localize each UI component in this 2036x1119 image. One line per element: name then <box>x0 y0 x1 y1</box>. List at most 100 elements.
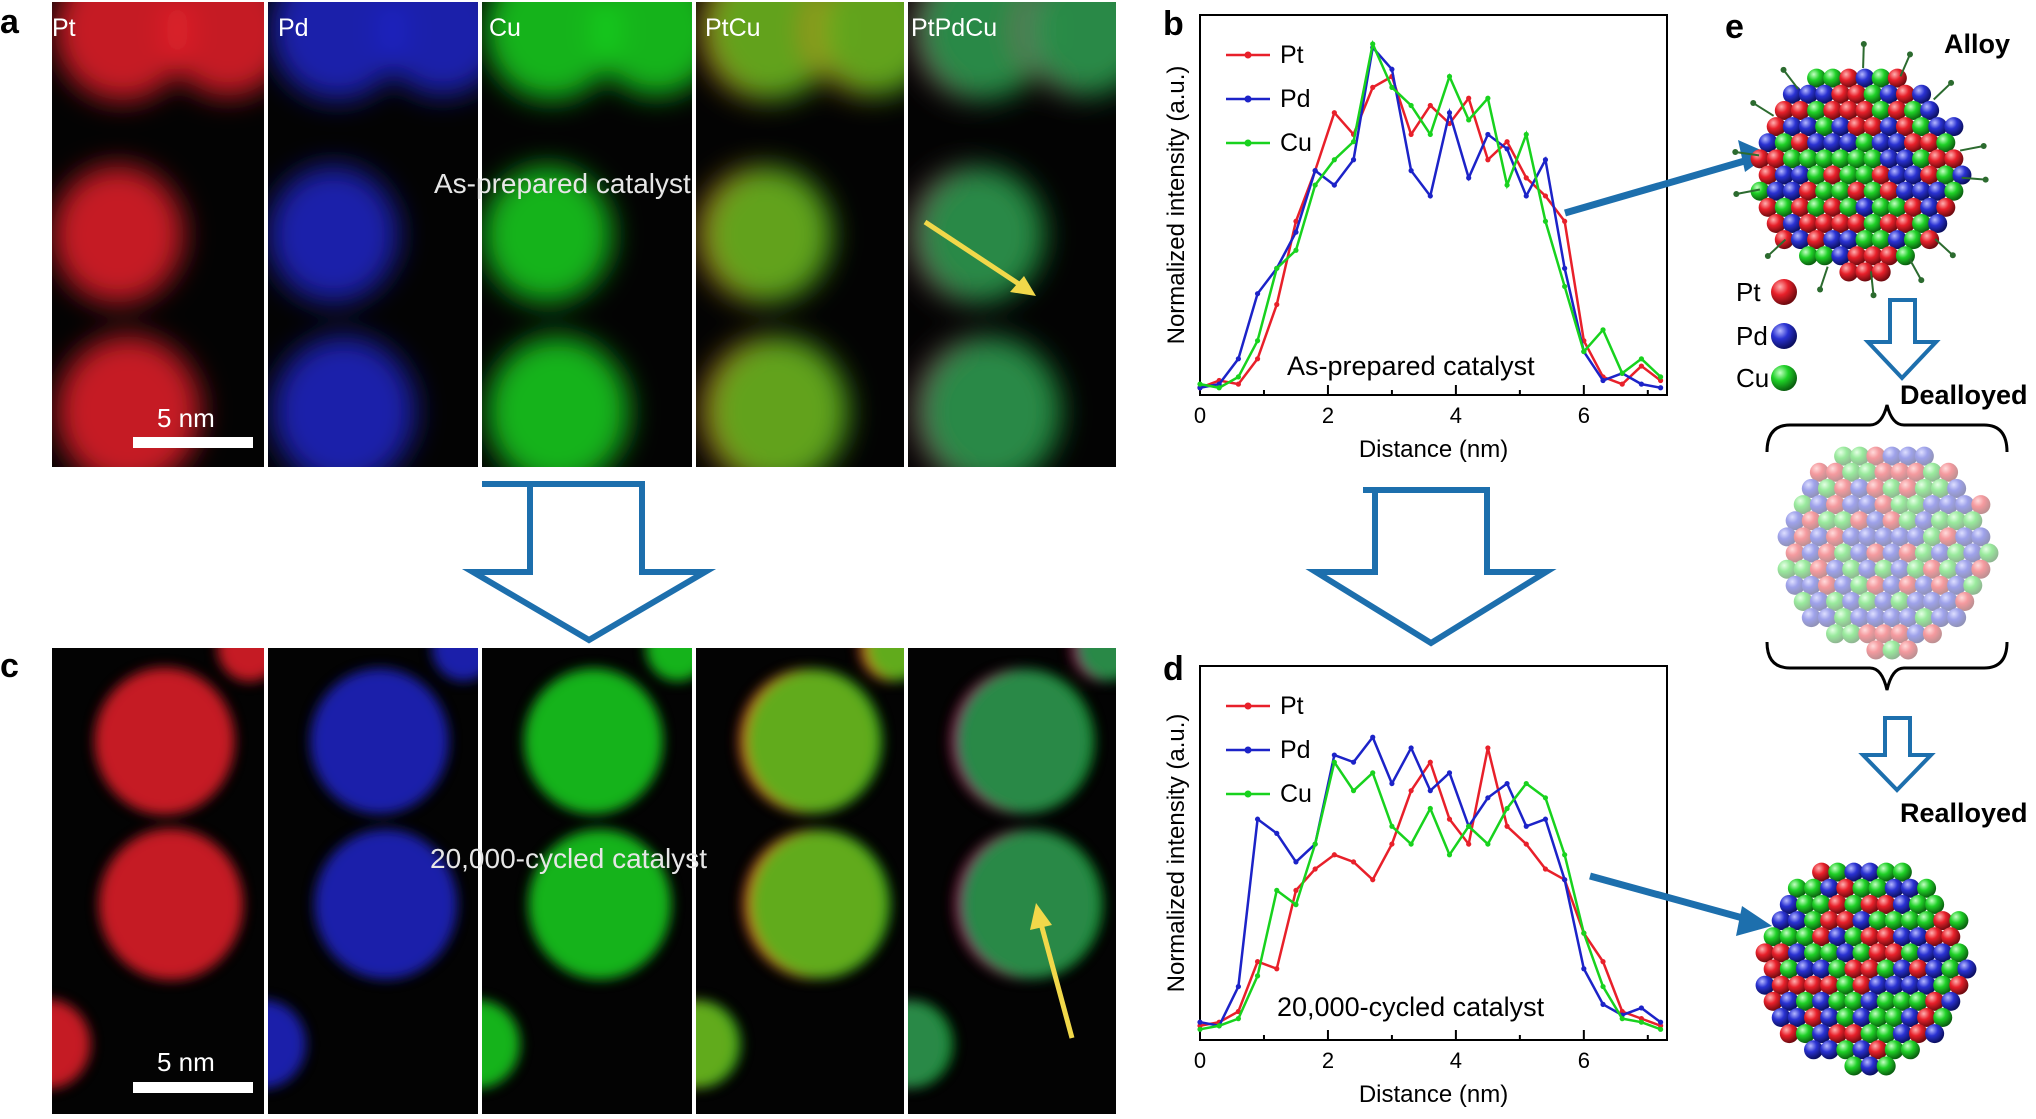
pd-atom <box>1898 446 1918 466</box>
displacement-vector-tip <box>1780 66 1787 73</box>
pt-atom <box>1890 624 1910 644</box>
cu-atom <box>1876 1024 1896 1044</box>
data-point-pd <box>1389 780 1395 787</box>
data-point-pt <box>1504 823 1510 829</box>
cu-atom <box>1909 991 1928 1011</box>
pt-atom <box>1820 975 1840 995</box>
pd-atom <box>1955 495 1975 515</box>
cu-atom <box>1831 149 1851 169</box>
pd-atom <box>1866 511 1886 531</box>
data-point-cu <box>1312 182 1318 188</box>
data-point-pd <box>1504 146 1510 152</box>
pt-atom <box>1871 262 1891 282</box>
link-arrow-d-realloyed <box>1589 872 1751 924</box>
displacement-vector-tip <box>1948 79 1955 86</box>
pd-atom <box>1858 495 1878 515</box>
cu-atom <box>1787 878 1807 898</box>
brace-top <box>1765 404 2009 453</box>
cu-atom <box>1909 894 1928 914</box>
data-point-pd <box>1523 823 1529 829</box>
cu-atom <box>1823 68 1843 88</box>
pd-atom <box>1874 527 1894 547</box>
data-point-pt <box>1504 139 1510 145</box>
data-point-pd <box>1562 265 1568 271</box>
pt-atom <box>1874 624 1894 644</box>
pt-atom <box>1860 894 1880 914</box>
pd-atom <box>1812 991 1832 1011</box>
pt-atom <box>1944 149 1964 169</box>
data-point-cu <box>1446 852 1453 858</box>
particle-signal <box>593 2 692 97</box>
pd-atom <box>1906 624 1926 644</box>
process-arrow-bd <box>1305 487 1557 647</box>
pd-atom <box>1790 165 1810 185</box>
data-point-pd <box>1293 859 1299 865</box>
pd-atom <box>1955 559 1975 579</box>
data-point-pt <box>1235 381 1241 387</box>
cu-atom <box>1890 495 1910 515</box>
cu-atom <box>1815 246 1835 266</box>
pd-atom <box>1925 959 1945 979</box>
data-point-pd <box>1542 157 1549 163</box>
data-point-cu <box>1562 852 1568 858</box>
data-point-pt <box>1523 841 1529 847</box>
process-arrow-ac <box>461 481 717 644</box>
pd-atom <box>1820 1040 1840 1060</box>
cu-atom <box>1836 975 1856 995</box>
pt-atom <box>1763 991 1783 1011</box>
pd-atom <box>1787 1008 1807 1027</box>
displacement-vector-tip <box>1906 51 1913 58</box>
data-point-cu <box>1485 841 1491 847</box>
pt-atom <box>1939 462 1959 482</box>
cu-atom <box>1914 543 1934 563</box>
data-point-pd <box>1408 168 1414 174</box>
pt-atom <box>1847 84 1867 104</box>
pd-atom <box>1795 959 1815 979</box>
pt-atom <box>1836 911 1856 931</box>
cu-atom <box>1852 878 1872 898</box>
displacement-vector <box>1899 53 1911 77</box>
data-point-cu <box>1427 131 1433 138</box>
cu-atom <box>1842 462 1862 482</box>
pd-atom <box>1790 230 1810 250</box>
displacement-vector <box>1782 69 1799 90</box>
particle-signal <box>310 668 449 814</box>
cu-atom <box>1933 975 1953 995</box>
cu-atom <box>1855 165 1875 185</box>
pd-atom <box>1939 495 1959 515</box>
data-point-pd <box>1466 175 1472 181</box>
chart-b-caption: As-prepared catalyst <box>1287 351 1535 381</box>
pd-atom <box>1860 991 1880 1011</box>
chart-d-caption: 20,000-cycled catalyst <box>1277 992 1545 1022</box>
pd-atom <box>1884 878 1904 898</box>
data-point-pt <box>1274 301 1280 308</box>
data-point-pt <box>1658 1023 1664 1029</box>
pd-atom <box>1807 133 1827 153</box>
link-arrowhead-d-realloyed <box>1736 906 1772 936</box>
particle-signal <box>379 2 478 97</box>
particle-signal <box>1078 648 1116 681</box>
pt-atom <box>1860 959 1880 979</box>
data-point-cu <box>1446 73 1453 80</box>
pt-atom <box>1871 165 1891 185</box>
pt-atom <box>1823 197 1843 217</box>
data-point-pt <box>1293 887 1299 894</box>
data-point-cu <box>1523 131 1529 138</box>
pd-atom <box>1855 68 1875 88</box>
pt-atom <box>1855 100 1875 120</box>
data-point-cu <box>1293 902 1299 908</box>
cu-atom <box>1860 1024 1880 1044</box>
displacement-vector <box>1959 144 1984 152</box>
pd-atom <box>1852 911 1872 931</box>
displacement-vector-tip <box>1817 286 1824 293</box>
data-point-cu <box>1408 841 1414 847</box>
legend-label-pd: Pd <box>1736 321 1768 351</box>
pt-atom <box>1758 165 1778 185</box>
pd-atom <box>1850 478 1870 498</box>
cu-atom <box>1947 543 1967 563</box>
cu-atom <box>1793 495 1813 515</box>
map-label-pd: Pd <box>278 14 309 42</box>
cu-atom <box>1868 878 1888 898</box>
cu-atom <box>1922 527 1942 547</box>
data-point-pt <box>1389 841 1395 847</box>
